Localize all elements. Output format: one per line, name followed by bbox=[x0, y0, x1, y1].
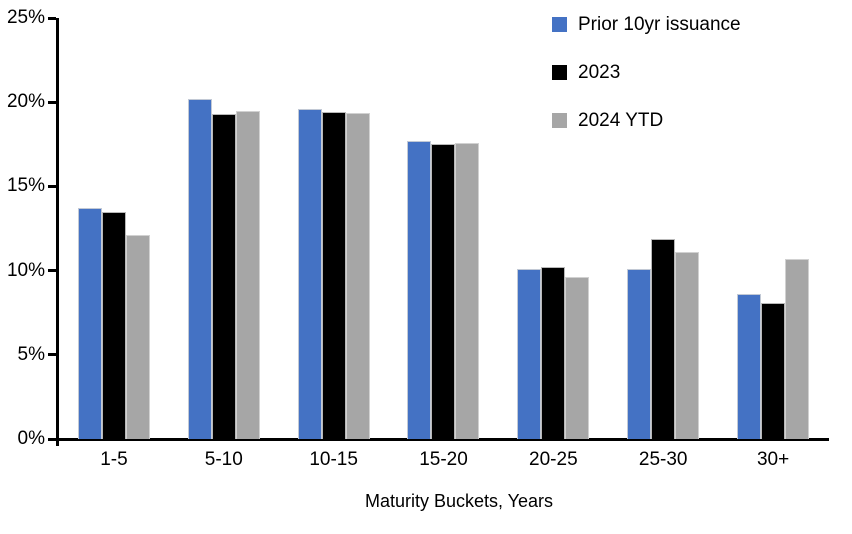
bar-group bbox=[608, 18, 718, 439]
y-axis-line bbox=[56, 18, 59, 446]
y-axis-tick bbox=[48, 437, 56, 441]
y-axis-tick bbox=[48, 16, 56, 20]
bar-2024-ytd bbox=[565, 277, 590, 439]
bar-prior-10yr-issuance bbox=[517, 268, 542, 439]
bar-2023 bbox=[321, 111, 346, 439]
x-tick-label: 10-15 bbox=[309, 449, 358, 470]
bar-2024-ytd bbox=[785, 258, 810, 439]
y-tick-label: 0% bbox=[17, 428, 45, 449]
bar-prior-10yr-issuance bbox=[187, 98, 212, 439]
bar-2023 bbox=[101, 211, 126, 439]
x-tick-label: 5-10 bbox=[204, 449, 243, 470]
y-axis-tick bbox=[48, 100, 56, 104]
legend-label: 2024 YTD bbox=[578, 110, 664, 131]
legend-item-prior-10yr-issuance: Prior 10yr issuance bbox=[552, 14, 741, 35]
x-tick-label: 30+ bbox=[756, 449, 790, 470]
x-tick-label: 25-30 bbox=[638, 449, 688, 470]
bar-prior-10yr-issuance bbox=[297, 108, 322, 439]
legend-swatch-prior-10yr-issuance bbox=[552, 17, 567, 32]
legend: Prior 10yr issuance 2023 2024 YTD bbox=[552, 14, 741, 160]
bar-2023 bbox=[651, 238, 676, 439]
bar-group bbox=[718, 18, 828, 439]
bar-group bbox=[389, 18, 499, 439]
legend-label: 2023 bbox=[578, 62, 621, 83]
bar-2024-ytd bbox=[455, 142, 480, 439]
bar-group bbox=[169, 18, 279, 439]
bar-prior-10yr-issuance bbox=[77, 208, 102, 439]
bar-2023 bbox=[211, 114, 236, 439]
y-axis-tick bbox=[48, 353, 56, 357]
x-axis-line bbox=[56, 438, 829, 441]
bar-group bbox=[279, 18, 389, 439]
y-tick-label: 5% bbox=[17, 343, 45, 365]
x-tick-label: 15-20 bbox=[419, 449, 468, 470]
y-tick-label: 25% bbox=[6, 7, 45, 28]
x-axis-title: Maturity Buckets, Years bbox=[364, 491, 554, 511]
bar-2024-ytd bbox=[675, 252, 700, 439]
bar-2023 bbox=[541, 267, 566, 439]
bar-2024-ytd bbox=[235, 110, 260, 439]
bar-2024-ytd bbox=[125, 235, 150, 439]
bar-prior-10yr-issuance bbox=[627, 268, 652, 439]
bar-prior-10yr-issuance bbox=[407, 140, 432, 439]
y-tick-label: 10% bbox=[6, 259, 45, 281]
y-tick-label: 15% bbox=[6, 175, 45, 197]
y-tick-label: 20% bbox=[6, 91, 45, 113]
bar-2023 bbox=[761, 302, 786, 439]
legend-item-2024-ytd: 2024 YTD bbox=[552, 110, 741, 131]
bar-group bbox=[59, 18, 169, 439]
legend-swatch-2023 bbox=[552, 65, 567, 80]
bar-group bbox=[498, 18, 608, 439]
bar-2024-ytd bbox=[345, 113, 370, 439]
y-axis-tick bbox=[48, 269, 56, 273]
legend-swatch-2024-ytd bbox=[552, 113, 567, 128]
legend-item-2023: 2023 bbox=[552, 62, 741, 83]
bar-prior-10yr-issuance bbox=[737, 294, 762, 439]
x-tick-label: 20-25 bbox=[529, 449, 578, 470]
y-axis-tick bbox=[48, 184, 56, 188]
x-tick-label: 1-5 bbox=[100, 449, 128, 470]
bar-2023 bbox=[431, 144, 456, 439]
legend-label: Prior 10yr issuance bbox=[578, 14, 741, 35]
